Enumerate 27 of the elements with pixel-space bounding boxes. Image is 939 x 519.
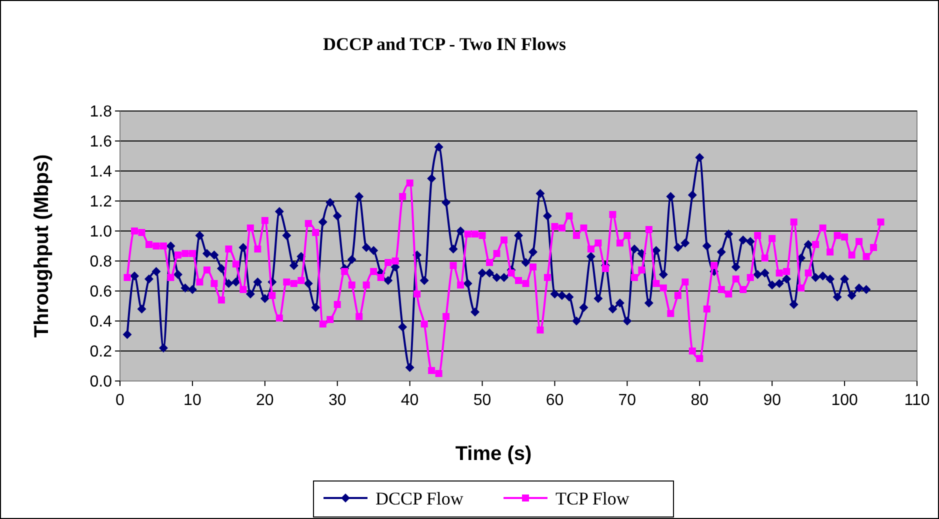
x-tick-label: 10 <box>184 392 202 409</box>
x-tick-label: 110 <box>904 392 930 409</box>
y-tick-label: 0.8 <box>90 254 112 271</box>
x-tick-label: 20 <box>256 392 274 409</box>
x-tick-label: 30 <box>328 392 346 409</box>
y-tick-label: 1.0 <box>90 224 112 241</box>
legend-label: TCP Flow <box>556 488 630 508</box>
x-tick-label: 70 <box>618 392 636 409</box>
x-tick-label: 0 <box>116 392 125 409</box>
x-tick-label: 50 <box>473 392 492 409</box>
y-tick-label: 1.2 <box>90 194 112 211</box>
y-tick-label: 1.8 <box>90 104 112 121</box>
chart-title: DCCP and TCP - Two IN Flows <box>322 34 566 54</box>
x-tick-label: 40 <box>400 392 419 409</box>
x-axis-title: Time (s) <box>455 443 532 465</box>
x-tick-label: 100 <box>831 392 858 409</box>
y-tick-label: 0.0 <box>90 374 112 391</box>
legend-label: DCCP Flow <box>376 488 464 508</box>
y-tick-label: 0.4 <box>90 314 112 331</box>
y-tick-label: 1.4 <box>90 164 112 181</box>
y-tick-label: 0.6 <box>90 284 112 301</box>
x-tick-label: 60 <box>546 392 564 409</box>
x-tick-label: 80 <box>690 392 709 409</box>
x-tick-label: 90 <box>763 392 782 409</box>
y-tick-label: 0.2 <box>90 344 112 361</box>
y-axis-title: Throughput (Mbps) <box>31 154 53 338</box>
y-tick-label: 1.6 <box>90 134 112 151</box>
